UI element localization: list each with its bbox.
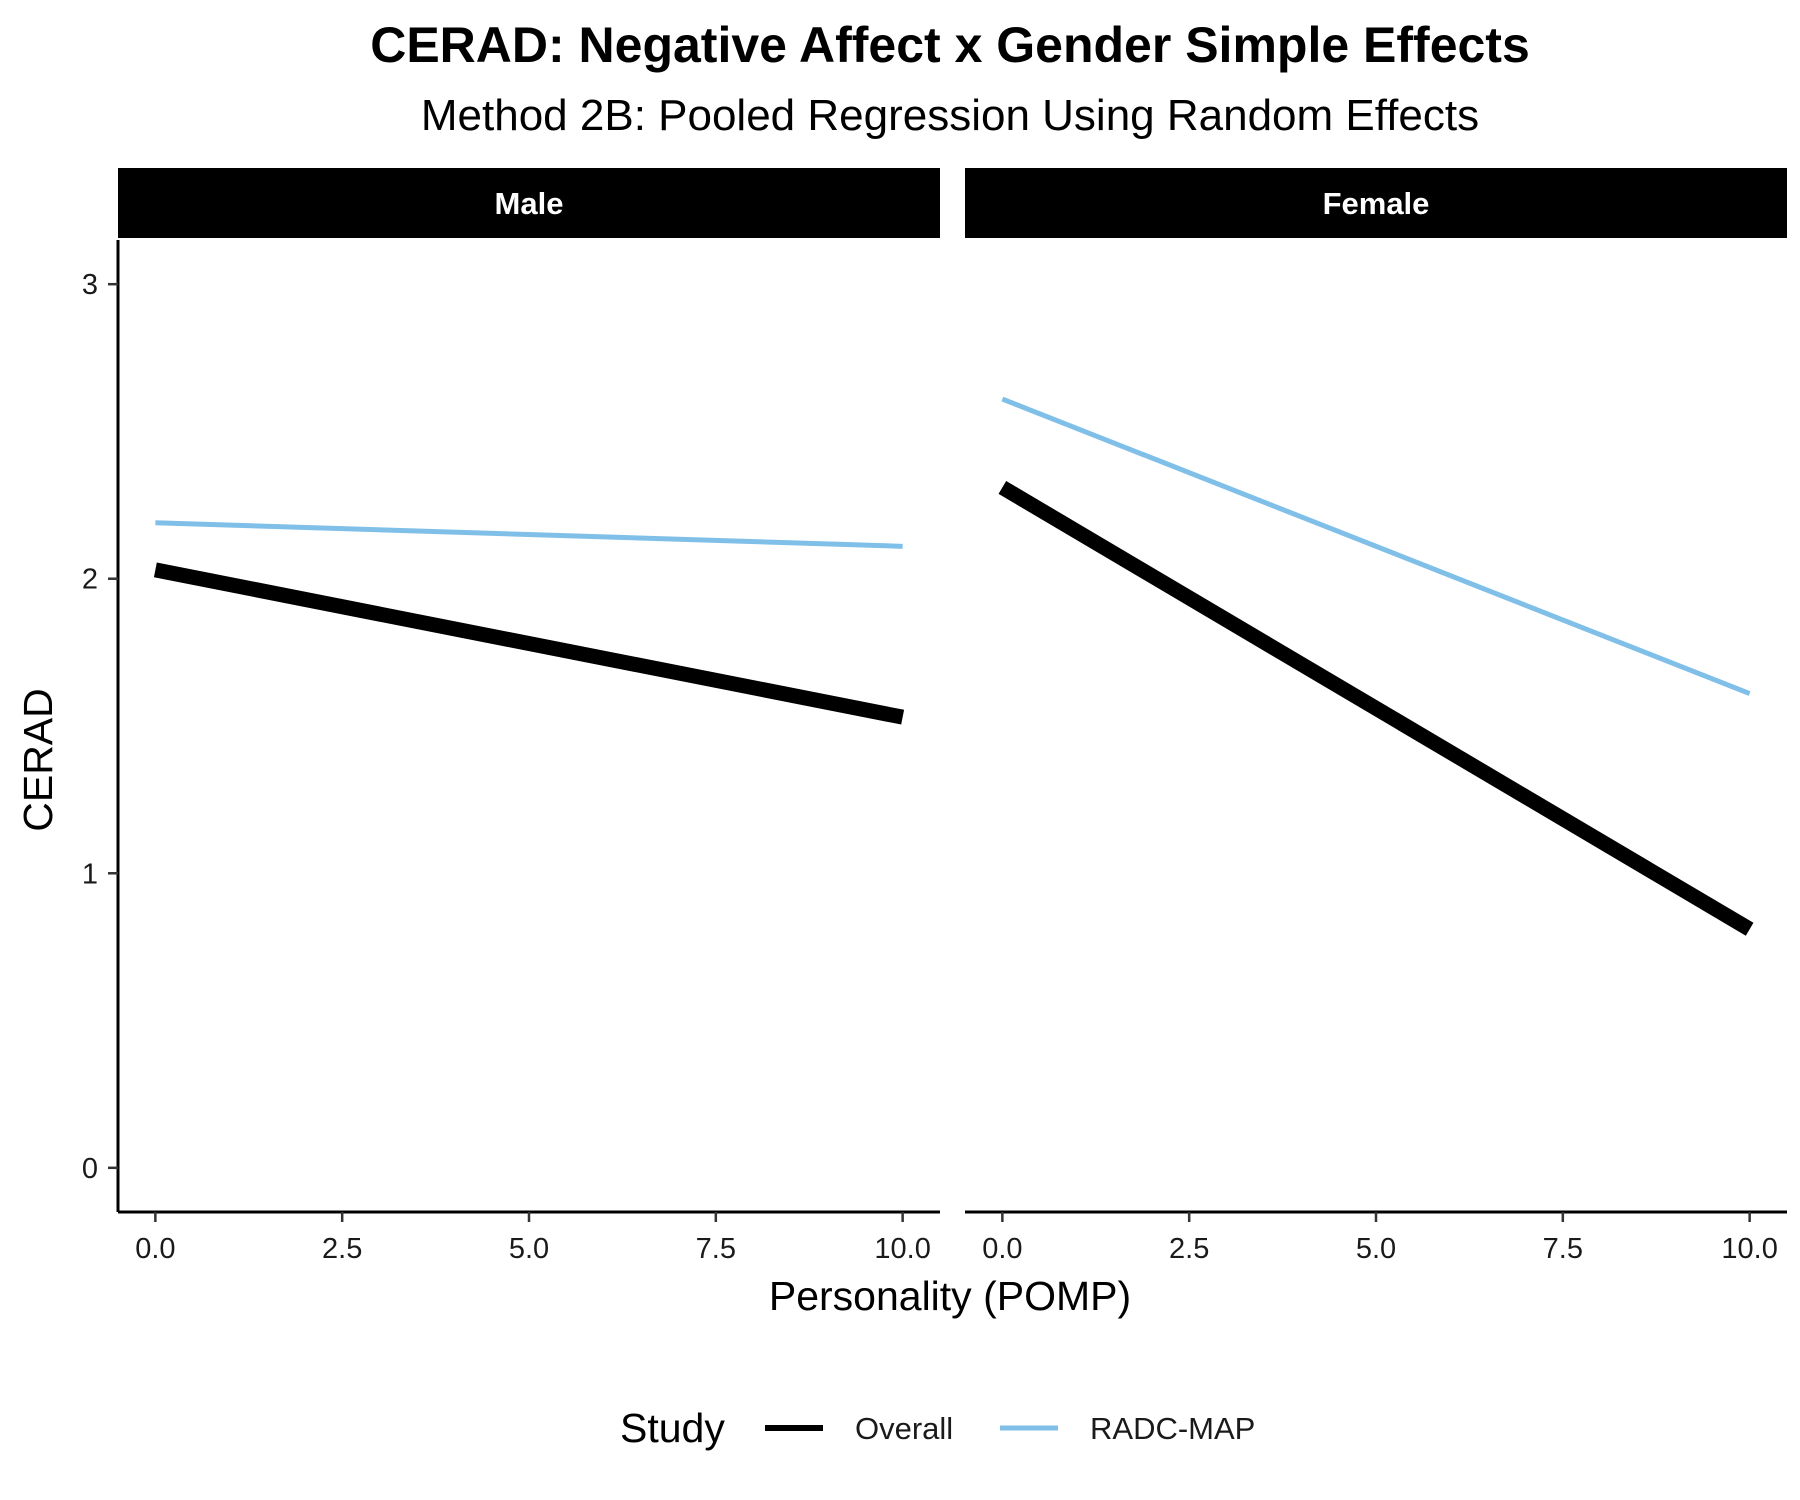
strip-label-female: Female — [1323, 186, 1430, 221]
x-axis-title: Personality (POMP) — [769, 1273, 1131, 1319]
x-tick-label-female-2.5: 2.5 — [1169, 1233, 1209, 1265]
panel-male: Male 0 1 2 3 0.0 2.5 5.0 7.5 10.0 — [82, 168, 940, 1265]
chart-subtitle: Method 2B: Pooled Regression Using Rando… — [421, 91, 1479, 140]
series-line-female-overall — [998, 480, 1754, 936]
legend-label-radc-map: RADC-MAP — [1090, 1411, 1255, 1446]
series-line-male-radc-map — [155, 520, 903, 549]
facet-panels: Male 0 1 2 3 0.0 2.5 5.0 7.5 10.0 Female 0.0 2.5 5.0 7… — [82, 168, 1787, 1265]
x-tick-label-male-7.5: 7.5 — [696, 1233, 736, 1265]
legend-label-overall: Overall — [855, 1411, 953, 1446]
x-tick-label-male-5.0: 5.0 — [509, 1233, 549, 1265]
strip-label-male: Male — [495, 186, 564, 221]
x-tick-label-male-2.5: 2.5 — [322, 1233, 362, 1265]
legend: Study Overall RADC-MAP — [620, 1405, 1255, 1451]
y-tick-label-1: 1 — [82, 858, 98, 890]
series-line-female-radc-map — [1001, 396, 1751, 696]
y-axis-title: CERAD — [15, 688, 61, 832]
y-tick-label-0: 0 — [82, 1153, 98, 1185]
x-tick-label-female-5.0: 5.0 — [1356, 1233, 1396, 1265]
chart-title: CERAD: Negative Affect x Gender Simple E… — [370, 17, 1530, 73]
x-tick-label-female-10.0: 10.0 — [1721, 1233, 1777, 1265]
strip-female — [965, 168, 1787, 238]
y-tick-label-3: 3 — [82, 269, 98, 301]
panel-female: Female 0.0 2.5 5.0 7.5 10.0 — [965, 168, 1787, 1265]
x-tick-label-female-7.5: 7.5 — [1543, 1233, 1583, 1265]
strip-male — [118, 168, 940, 238]
x-tick-label-female-0.0: 0.0 — [982, 1233, 1022, 1265]
y-tick-label-2: 2 — [82, 564, 98, 596]
x-tick-label-male-0.0: 0.0 — [135, 1233, 175, 1265]
x-tick-label-male-10.0: 10.0 — [874, 1233, 930, 1265]
series-line-male-overall — [153, 562, 905, 725]
legend-title: Study — [620, 1405, 725, 1451]
